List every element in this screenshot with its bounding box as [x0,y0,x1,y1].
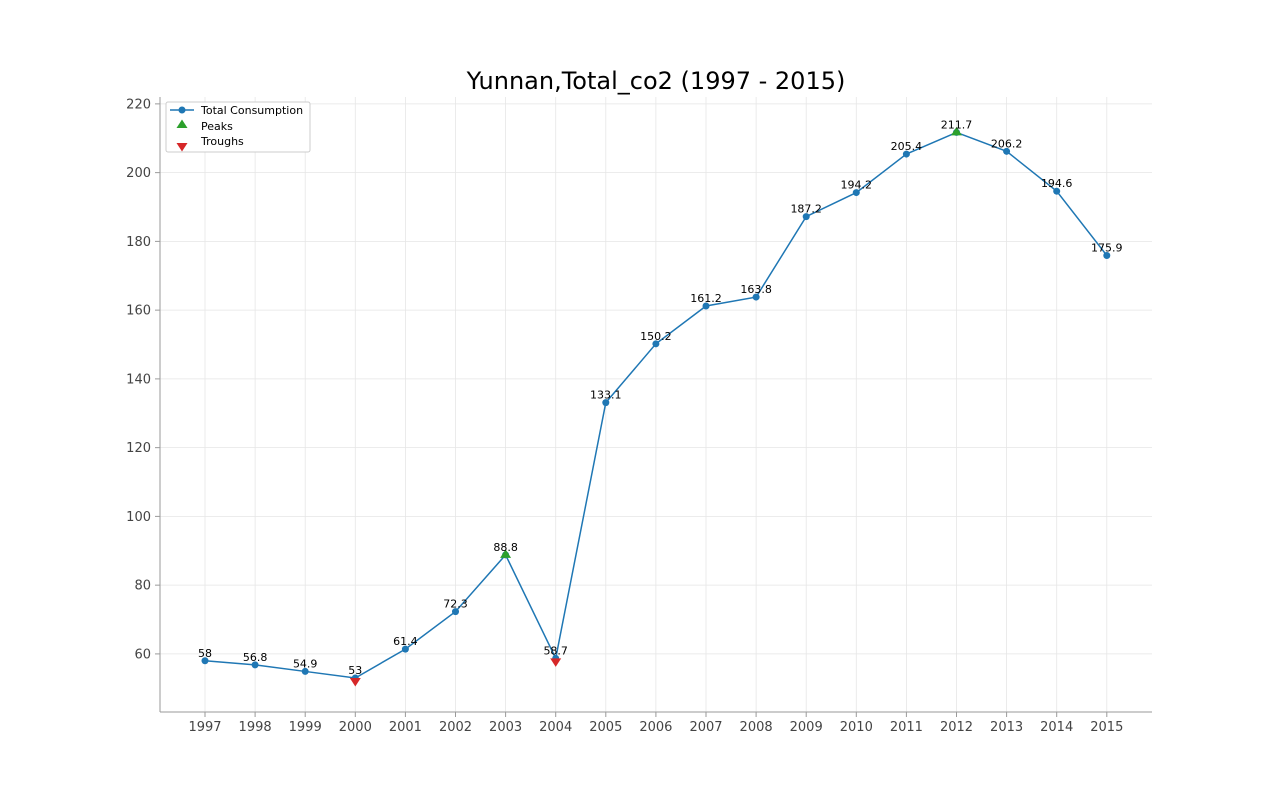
legend-label-total-consumption: Total Consumption [200,104,303,117]
data-point [1003,147,1011,155]
chart-title: Yunnan,Total_co2 (1997 - 2015) [466,67,846,95]
data-point [301,667,309,675]
data-point [1103,251,1111,259]
extrema-markers [349,126,962,687]
data-label: 53 [348,664,362,677]
data-label: 211.7 [941,118,973,131]
x-tick-label: 2012 [940,720,973,735]
data-label: 150.2 [640,330,672,343]
legend-peak-triangle-icon [176,119,188,128]
x-tick-label: 2004 [539,720,572,735]
y-tick-label: 120 [126,441,151,456]
data-label: 133.1 [590,389,622,402]
data-label: 88.8 [493,541,518,554]
data-label: 205.4 [891,140,923,153]
x-tick-label: 2000 [339,720,372,735]
y-tick-label: 160 [126,304,151,319]
x-tick-label: 2015 [1090,720,1123,735]
data-label: 163.8 [740,283,772,296]
data-point [251,661,259,669]
x-tick-label: 2003 [489,720,522,735]
x-tick-label: 1997 [188,720,221,735]
data-point [602,399,610,407]
data-point [401,645,409,653]
data-label: 187.2 [790,203,822,216]
trough-marker [349,677,361,687]
data-point [201,657,209,665]
y-tick-label: 140 [126,372,151,387]
data-label: 54.9 [293,657,318,670]
data-label: 194.6 [1041,177,1073,190]
legend-label-troughs: Troughs [200,135,244,148]
grid [160,97,1152,712]
legend-label-peaks: Peaks [201,120,233,133]
data-point [752,293,760,301]
legend: Total Consumption Peaks Troughs [165,101,311,153]
x-tick-label: 2013 [990,720,1023,735]
data-label: 175.9 [1091,241,1123,254]
x-ticks: 1997 1998 1999 2000 2001 2002 2003 2004 2005 2006… [188,712,1123,735]
x-tick-label: 1999 [289,720,322,735]
x-tick-label: 1998 [239,720,272,735]
data-label: 61.4 [393,635,418,648]
data-point [652,340,660,348]
y-tick-label: 220 [126,97,151,112]
data-label: 58 [198,647,212,660]
data-label: 161.2 [690,292,722,305]
y-tick-label: 80 [134,579,151,594]
y-ticks: 60 80 100 120 140 160 180 200 220 [126,97,160,662]
data-point [902,150,910,158]
data-point [1053,187,1061,195]
x-tick-label: 2001 [389,720,422,735]
x-tick-label: 2002 [439,720,472,735]
data-point [702,302,710,310]
peak-marker [951,126,962,136]
y-tick-label: 60 [134,647,151,662]
x-tick-label: 2014 [1040,720,1073,735]
x-tick-label: 2007 [689,720,722,735]
x-tick-label: 2009 [790,720,823,735]
data-point [802,213,810,221]
data-labels: 58 56.8 54.9 53 61.4 72.3 88.8 58.7 133.1 150.2 16… [198,118,1123,677]
legend-trough-triangle-icon [176,143,188,152]
y-tick-label: 180 [126,235,151,250]
y-tick-label: 100 [126,510,151,525]
x-tick-label: 2006 [639,720,672,735]
peak-marker [500,549,512,558]
data-label: 194.2 [841,179,873,192]
legend-box [165,101,311,153]
data-point [452,608,459,616]
data-point [852,189,860,197]
data-label: 58.7 [543,644,568,657]
data-label: 72.3 [443,598,468,611]
trough-marker [550,658,562,667]
x-tick-label: 2011 [890,720,923,735]
y-tick-label: 200 [126,166,151,181]
x-tick-label: 2010 [840,720,873,735]
data-label: 56.8 [243,651,268,664]
data-label: 206.2 [991,137,1023,150]
x-tick-label: 2005 [589,720,622,735]
legend-dot-icon [178,106,186,114]
x-tick-label: 2008 [740,720,773,735]
